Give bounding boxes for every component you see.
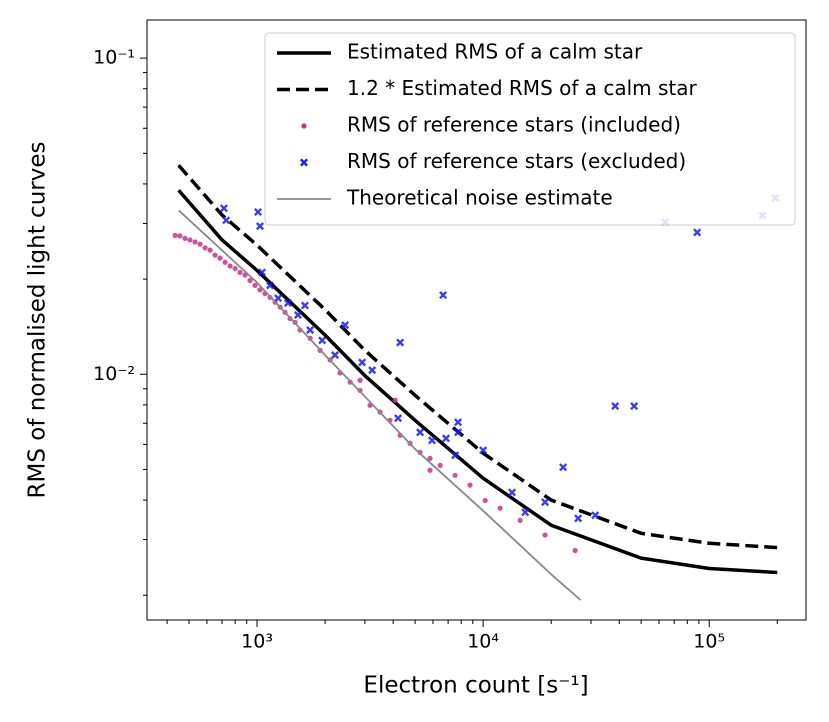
- data-point: [330, 351, 340, 360]
- data-point: [517, 517, 523, 523]
- data-point: [442, 434, 451, 443]
- data-point: [212, 252, 218, 258]
- data-point: [572, 547, 578, 554]
- data-point: [358, 358, 367, 367]
- x-tick-label: 10³: [241, 631, 273, 653]
- data-point: [574, 514, 583, 523]
- data-point: [693, 228, 702, 237]
- data-point: [427, 467, 433, 473]
- data-point: [247, 277, 253, 284]
- legend-box: [264, 32, 796, 226]
- data-point: [197, 241, 203, 247]
- data-point: [508, 488, 517, 497]
- data-point: [172, 232, 178, 238]
- data-point: [207, 247, 213, 253]
- data-point: [427, 455, 433, 461]
- data-point: [257, 287, 263, 293]
- data-point: [252, 282, 258, 289]
- data-point: [542, 532, 548, 538]
- data-point: [257, 268, 267, 277]
- x-axis-label: Electron count [s⁻¹]: [363, 673, 588, 699]
- data-point: [266, 281, 275, 290]
- series-line: [178, 209, 582, 601]
- data-point: [630, 402, 639, 411]
- legend-swatch: [299, 158, 309, 167]
- data-point: [368, 366, 377, 375]
- data-point: [187, 237, 193, 243]
- y-tick-label: 10⁻¹: [93, 47, 135, 69]
- data-point: [357, 377, 363, 383]
- data-point: [428, 436, 437, 445]
- data-point: [437, 462, 443, 468]
- data-point: [611, 402, 620, 411]
- legend-label: RMS of reference stars (included): [347, 113, 681, 137]
- data-point: [452, 472, 458, 478]
- x-tick-label: 10⁵: [693, 631, 725, 653]
- y-axis-label: RMS of normalised light curves: [25, 142, 51, 499]
- x-tick-label: 10⁴: [467, 631, 499, 653]
- data-point: [497, 505, 503, 511]
- data-point: [217, 255, 223, 261]
- data-point: [396, 338, 405, 347]
- data-point: [219, 204, 229, 213]
- data-point: [274, 294, 283, 303]
- data-point: [394, 414, 403, 423]
- data-point: [192, 239, 198, 245]
- y-tick-label: 10⁻²: [93, 363, 135, 385]
- data-point: [253, 207, 263, 217]
- data-point: [222, 216, 231, 225]
- legend-label: Theoretical noise estimate: [346, 186, 613, 210]
- data-point: [202, 245, 208, 251]
- data-point: [541, 498, 550, 507]
- data-point: [227, 263, 233, 269]
- data-point: [283, 298, 293, 308]
- data-point: [439, 291, 448, 300]
- axes-frame: [146, 19, 807, 621]
- data-point: [177, 233, 183, 239]
- data-point: [232, 265, 238, 272]
- plot-area: [172, 164, 780, 601]
- data-point: [482, 497, 488, 504]
- data-point: [300, 301, 310, 310]
- data-point: [453, 428, 463, 437]
- data-point: [521, 508, 530, 517]
- data-point: [341, 321, 350, 330]
- data-point: [479, 446, 488, 455]
- data-point: [237, 269, 243, 275]
- data-point: [453, 418, 463, 427]
- legend-swatch: [301, 123, 307, 129]
- legend-label: 1.2 * Estimated RMS of a calm star: [347, 76, 698, 100]
- legend-label: RMS of reference stars (excluded): [347, 149, 686, 173]
- data-point: [591, 511, 600, 520]
- data-point: [318, 336, 327, 345]
- data-point: [306, 325, 315, 335]
- data-point: [451, 451, 460, 460]
- data-point: [559, 463, 568, 472]
- series-line: [177, 189, 778, 575]
- data-point: [392, 397, 398, 403]
- data-point: [293, 310, 303, 320]
- series-line: [177, 164, 778, 550]
- data-point: [182, 235, 188, 242]
- data-point: [416, 428, 425, 437]
- data-point: [256, 222, 265, 231]
- legend-label: Estimated RMS of a calm star: [347, 40, 643, 64]
- data-point: [467, 482, 473, 488]
- data-point: [222, 259, 228, 265]
